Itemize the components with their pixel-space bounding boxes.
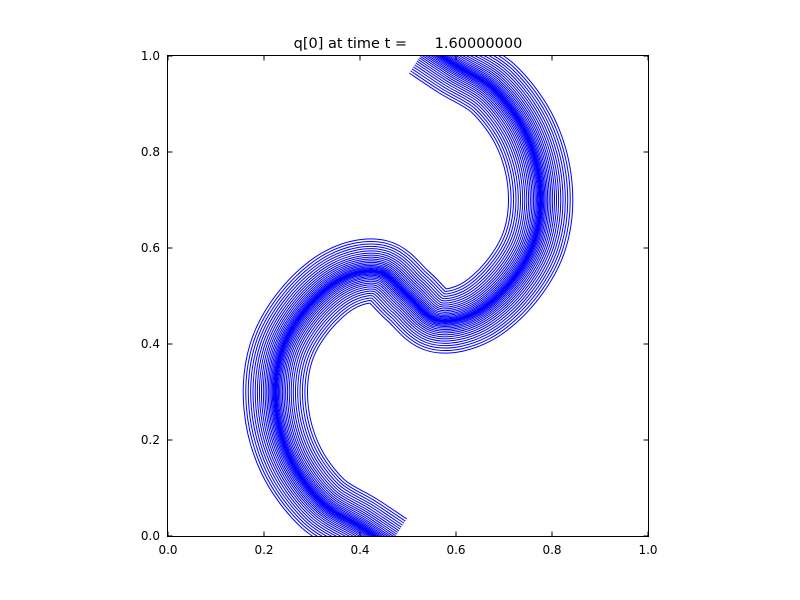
y-tick-label: 0.2 [140,433,160,447]
x-tick-label: 0.6 [446,543,466,557]
y-tick-label: 0.8 [140,145,160,159]
y-tick-label: 0.6 [140,241,160,255]
plot-title: q[0] at time t = 1.60000000 [293,36,523,52]
contour-chart [168,56,648,536]
tick-marks [168,56,648,536]
plot-area [167,55,649,537]
x-tick-label: 0.2 [254,543,274,557]
contour-core-line [274,56,542,536]
y-tick-label: 1.0 [140,49,160,63]
x-tick-label: 0.4 [350,543,370,557]
x-tick-label: 0.0 [158,543,178,557]
x-tick-label: 1.0 [638,543,658,557]
y-tick-label: 0.4 [140,337,160,351]
y-tick-label: 0.0 [140,529,160,543]
contour-group [242,56,574,536]
x-tick-label: 0.8 [542,543,562,557]
